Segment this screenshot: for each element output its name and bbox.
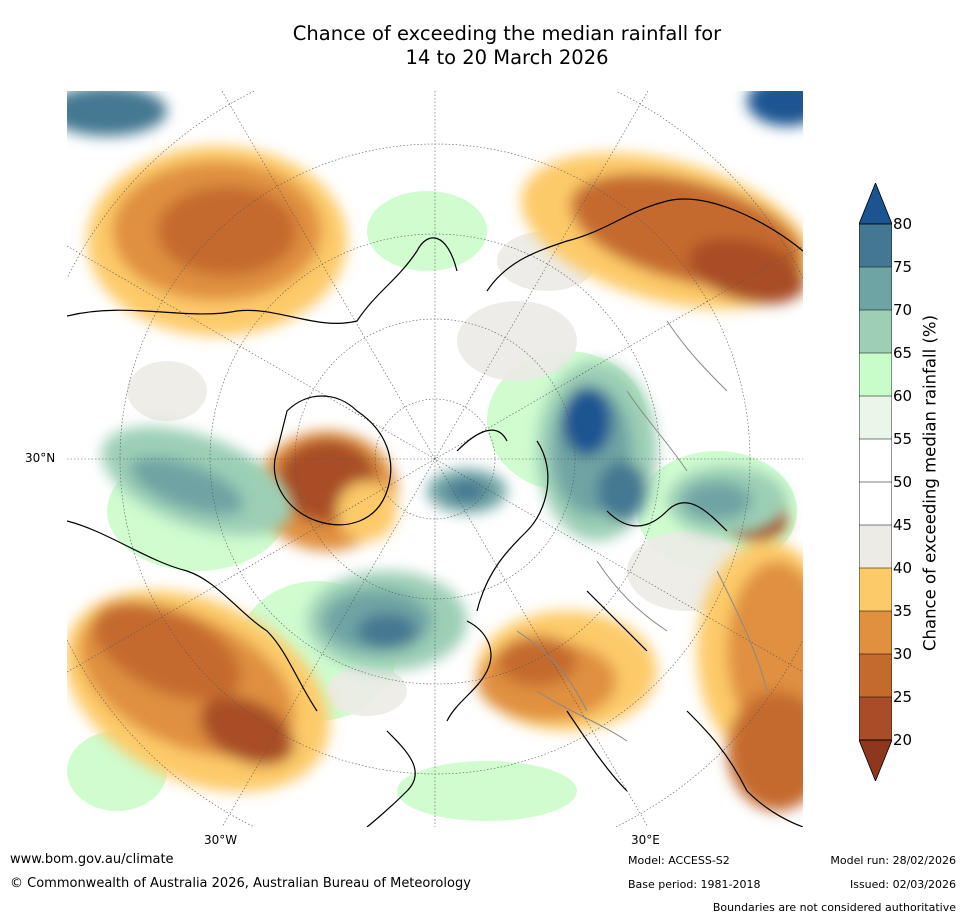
map-canvas: [67, 91, 803, 827]
dry-anomalies: [67, 146, 803, 811]
colorbar-under-triangle: [859, 739, 892, 781]
colorbar-band-70-75: [859, 267, 892, 310]
colorbar-band-45-50: [859, 482, 892, 525]
colorbar-tick-80: 80: [893, 215, 913, 233]
model-text: Model: ACCESS-S2: [628, 854, 730, 867]
colorbar-band-75-80: [859, 224, 892, 267]
colorbar-label-text: Chance of exceeding median rainfall (%): [920, 314, 940, 652]
colorbar-tick-45: 45: [893, 516, 913, 534]
colorbar-tick-65: 65: [893, 344, 913, 362]
colorbar-tick-40: 40: [893, 559, 913, 577]
colorbar-tick-50: 50: [893, 473, 913, 491]
model-run-text: Model run: 28/02/2026: [830, 854, 956, 867]
colorbar-band-65-70: [859, 310, 892, 353]
country-boundaries: [516, 320, 768, 742]
colorbar-tick-25: 25: [893, 688, 913, 706]
colorbar-tick-20: 20: [893, 731, 913, 749]
colorbar-tick-35: 35: [893, 602, 913, 620]
coastlines: [67, 198, 803, 827]
copyright-text: © Commonwealth of Australia 2026, Austra…: [10, 876, 471, 891]
issued-text: Issued: 02/03/2026: [849, 878, 956, 891]
colorbar-over-triangle: [859, 183, 892, 225]
title-line-2: 14 to 20 March 2026: [405, 46, 609, 69]
colorbar-tick-70: 70: [893, 301, 913, 319]
colorbar-tick-55: 55: [893, 430, 913, 448]
website-link[interactable]: www.bom.gov.au/climate: [10, 852, 174, 867]
lat-label-30n: 30°N: [25, 451, 56, 465]
lon-label-30w: 30°W: [204, 833, 238, 847]
colorbar-band-40-45: [859, 525, 892, 568]
colorbar-band-55-60: [859, 396, 892, 439]
graticule: [67, 91, 803, 827]
disclaimer-text: Boundaries are not considered authoritat…: [712, 901, 956, 914]
colorbar-band-50-55: [859, 439, 892, 482]
colorbar-tick-75: 75: [893, 258, 913, 276]
colorbar-tick-60: 60: [893, 387, 913, 405]
colorbar-band-60-65: [859, 353, 892, 396]
wet-anomalies: [67, 91, 803, 671]
colorbar-band-25-30: [859, 654, 892, 697]
colorbar-band-20-25: [859, 697, 892, 740]
colorbar: [859, 183, 892, 781]
base-period-text: Base period: 1981-2018: [628, 878, 761, 891]
colorbar-band-35-40: [859, 568, 892, 611]
lon-label-30e: 30°E: [631, 833, 660, 847]
colorbar-tick-30: 30: [893, 645, 913, 663]
map-title: Chance of exceeding the median rainfall …: [0, 22, 965, 70]
colorbar-band-30-35: [859, 611, 892, 654]
title-line-1: Chance of exceeding the median rainfall …: [292, 22, 722, 45]
rainfall-map: [67, 91, 803, 827]
